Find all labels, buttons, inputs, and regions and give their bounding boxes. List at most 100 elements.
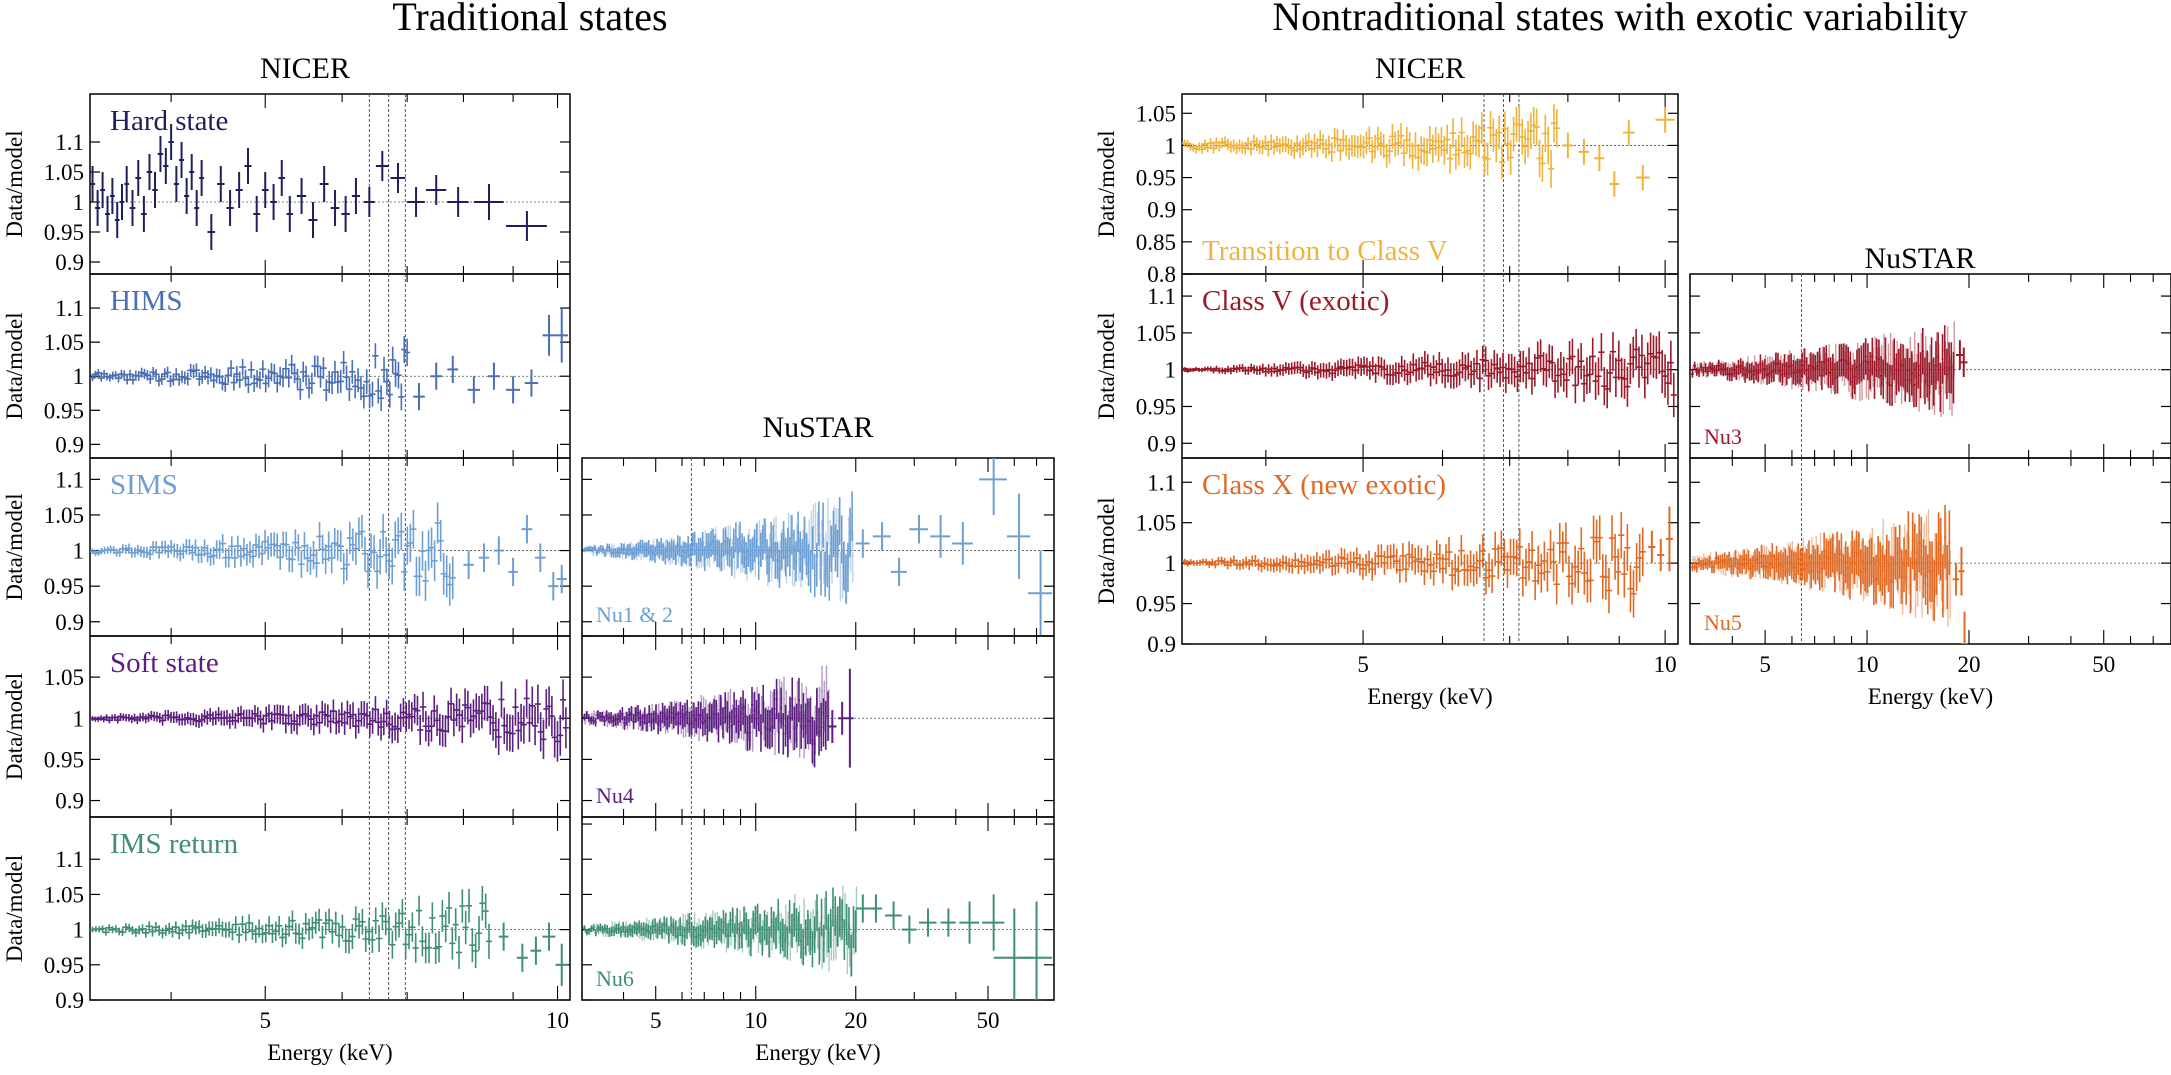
data-point xyxy=(706,919,709,943)
data-point xyxy=(691,533,694,556)
data-point xyxy=(373,553,381,589)
data-point xyxy=(305,918,313,941)
data-point xyxy=(793,902,796,937)
data-point xyxy=(346,521,354,555)
data-point xyxy=(678,536,681,557)
data-point xyxy=(1451,553,1459,585)
data-point xyxy=(1624,366,1631,407)
data-point xyxy=(256,371,264,389)
data-point xyxy=(1633,328,1640,370)
data-point xyxy=(1473,551,1481,584)
data-point xyxy=(182,920,190,933)
data-point xyxy=(1877,339,1880,379)
data-point xyxy=(695,707,698,734)
data-point xyxy=(624,926,627,938)
data-point xyxy=(780,681,783,725)
data-point xyxy=(679,701,682,726)
data-point xyxy=(273,533,281,559)
y-tick-label: 1 xyxy=(73,364,85,389)
data-point xyxy=(737,704,740,739)
data-point xyxy=(795,703,798,748)
data-point xyxy=(299,927,306,949)
data-point xyxy=(844,554,847,604)
data-point xyxy=(1952,351,1955,404)
data-point xyxy=(637,920,641,934)
data-point xyxy=(733,547,736,579)
data-point xyxy=(1550,541,1557,582)
data-point xyxy=(1959,347,1968,378)
data-point xyxy=(620,543,623,554)
data-point xyxy=(1670,372,1677,418)
data-point xyxy=(1609,332,1617,372)
data-point xyxy=(1949,550,1952,619)
data-point xyxy=(1875,338,1878,378)
data-point xyxy=(184,178,190,214)
data-point xyxy=(1827,357,1830,389)
data-point xyxy=(640,922,643,937)
data-point xyxy=(443,555,450,598)
data-point xyxy=(1946,544,1949,610)
data-point xyxy=(649,925,652,941)
data-point xyxy=(1860,345,1863,382)
data-point xyxy=(739,696,742,732)
data-point xyxy=(329,920,336,944)
data-point xyxy=(802,930,805,966)
data-point xyxy=(605,925,609,934)
data-point xyxy=(846,931,849,975)
data-point xyxy=(1559,531,1566,573)
data-point xyxy=(827,689,830,741)
data-point xyxy=(1773,554,1776,581)
data-point xyxy=(1563,362,1570,398)
data-point xyxy=(768,925,771,959)
data-point xyxy=(1569,338,1576,375)
data-point xyxy=(757,922,760,953)
data-point xyxy=(1519,559,1527,597)
data-point xyxy=(1792,551,1796,582)
data-point xyxy=(697,701,700,728)
data-point xyxy=(654,704,658,724)
data-point xyxy=(1866,546,1869,594)
data-point xyxy=(512,688,519,726)
data-point xyxy=(478,543,489,572)
data-point xyxy=(109,178,115,214)
data-point xyxy=(789,698,792,744)
data-point xyxy=(670,701,673,724)
data-point xyxy=(762,700,765,741)
data-point xyxy=(419,926,426,957)
data-point xyxy=(979,458,1007,515)
data-point xyxy=(1884,337,1887,378)
data-point xyxy=(403,338,411,367)
data-point xyxy=(319,925,326,949)
data-point xyxy=(583,717,587,725)
data-point xyxy=(1336,140,1344,162)
data-point xyxy=(258,542,266,566)
data-point xyxy=(680,545,684,567)
data-point xyxy=(818,927,821,965)
data-point xyxy=(790,515,793,555)
data-point xyxy=(1464,554,1471,587)
data-point xyxy=(445,891,453,925)
data-point xyxy=(763,910,766,941)
data-point xyxy=(382,536,390,573)
y-tick-label: 1 xyxy=(1165,551,1177,576)
y-tick-label: 0.9 xyxy=(1147,198,1176,223)
data-point xyxy=(425,175,447,205)
data-point xyxy=(780,687,783,729)
data-point xyxy=(793,894,796,930)
data-point xyxy=(1630,569,1637,618)
data-point xyxy=(782,521,785,560)
data-point xyxy=(1594,145,1605,172)
data-point xyxy=(642,922,645,936)
data-point xyxy=(670,538,673,558)
data-point xyxy=(555,943,568,986)
data-point xyxy=(583,925,586,931)
data-point xyxy=(1801,547,1804,581)
data-point xyxy=(1794,360,1797,386)
data-point xyxy=(786,926,789,960)
data-point xyxy=(498,681,505,718)
data-point xyxy=(1768,551,1772,577)
data-point xyxy=(672,918,675,937)
data-point xyxy=(506,376,521,404)
data-point xyxy=(758,913,761,944)
data-point xyxy=(747,919,750,947)
